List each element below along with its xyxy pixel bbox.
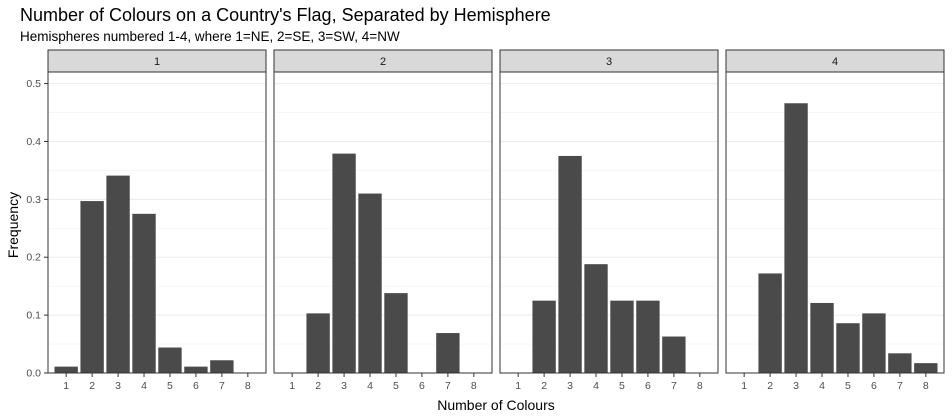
bar <box>558 155 582 373</box>
x-tick-label: 7 <box>445 380 451 392</box>
bar <box>532 300 556 373</box>
x-tick-label: 2 <box>767 380 773 392</box>
x-tick-label: 4 <box>141 380 147 392</box>
y-tick-label: 0.4 <box>26 136 41 148</box>
x-tick-label: 2 <box>315 380 321 392</box>
x-tick-label: 5 <box>845 380 851 392</box>
x-tick-label: 8 <box>697 380 703 392</box>
bar <box>436 333 460 373</box>
bar <box>784 103 808 373</box>
panel-border <box>725 71 945 374</box>
facet-strip-label: 2 <box>380 56 386 68</box>
facet-panel-4: 4 1 2 3 4 5 6 7 8 <box>725 49 945 392</box>
x-tick-label: 8 <box>923 380 929 392</box>
x-tick-label: 6 <box>419 380 425 392</box>
panel-border <box>273 71 493 374</box>
facet-strip-label: 1 <box>154 56 160 68</box>
x-tick-label: 8 <box>471 380 477 392</box>
x-tick-label: 7 <box>219 380 225 392</box>
x-tick-label: 2 <box>541 380 547 392</box>
y-tick-label: 0.5 <box>26 78 41 90</box>
y-tick-label: 0.2 <box>26 252 41 264</box>
x-tick-label: 6 <box>645 380 651 392</box>
bar <box>158 347 182 373</box>
x-axis-title: Number of Colours <box>437 397 555 413</box>
y-tick-label: 0.3 <box>26 194 41 206</box>
bar <box>384 293 408 373</box>
bar <box>306 313 330 373</box>
x-tick-label: 3 <box>793 380 799 392</box>
bar <box>662 336 686 373</box>
x-tick-label: 4 <box>819 380 825 392</box>
bar <box>810 302 834 373</box>
x-tick-label: 3 <box>567 380 573 392</box>
bar <box>862 313 886 373</box>
x-tick-label: 3 <box>115 380 121 392</box>
bar <box>106 175 130 373</box>
x-tick-label: 6 <box>871 380 877 392</box>
chart-subtitle: Hemispheres numbered 1-4, where 1=NE, 2=… <box>20 29 400 44</box>
bar <box>184 366 208 373</box>
bar <box>210 360 234 373</box>
x-tick-label: 8 <box>245 380 251 392</box>
y-tick-label: 0.0 <box>26 368 41 380</box>
x-tick-label: 4 <box>367 380 373 392</box>
y-axis-title: Frequency <box>5 192 21 258</box>
x-tick-label: 4 <box>593 380 599 392</box>
x-tick-label: 1 <box>63 380 69 392</box>
x-tick-label: 2 <box>89 380 95 392</box>
x-tick-label: 5 <box>619 380 625 392</box>
x-tick-label: 1 <box>741 380 747 392</box>
bar <box>80 201 104 373</box>
x-tick-label: 6 <box>193 380 199 392</box>
facet-strip-label: 4 <box>832 56 838 68</box>
bar <box>358 193 382 373</box>
bar <box>914 363 938 373</box>
x-tick-label: 3 <box>341 380 347 392</box>
y-axis: 0.0 0.1 0.2 0.3 0.4 0.5 <box>26 78 48 380</box>
bar <box>584 264 608 373</box>
x-tick-label: 5 <box>167 380 173 392</box>
bar <box>332 153 356 373</box>
bar <box>888 353 912 373</box>
bar <box>758 273 782 373</box>
bar <box>636 300 660 373</box>
y-tick-label: 0.1 <box>26 310 41 322</box>
bar <box>836 323 860 373</box>
panel-border <box>47 71 267 374</box>
chart-title: Number of Colours on a Country's Flag, S… <box>20 5 551 25</box>
facet-panel-1: 1 1 2 3 4 5 6 7 8 <box>47 49 267 392</box>
x-tick-label: 1 <box>289 380 295 392</box>
facet-panel-2: 2 1 2 3 4 5 6 7 8 <box>273 49 493 392</box>
x-tick-label: 5 <box>393 380 399 392</box>
facet-strip-label: 3 <box>606 56 612 68</box>
bar <box>54 366 78 373</box>
panel-border <box>499 71 719 374</box>
facet-panels: 1 1 2 3 4 5 6 7 8 2 1 2 3 4 5 6 7 8 3 1 2 3 4 5 6 7 8 4 1 2 3 4 5 6 7 8 <box>47 49 945 392</box>
x-tick-label: 1 <box>515 380 521 392</box>
facet-panel-3: 3 1 2 3 4 5 6 7 8 <box>499 49 719 392</box>
bar <box>132 213 156 373</box>
x-tick-label: 7 <box>897 380 903 392</box>
x-tick-label: 7 <box>671 380 677 392</box>
bar <box>610 300 634 373</box>
